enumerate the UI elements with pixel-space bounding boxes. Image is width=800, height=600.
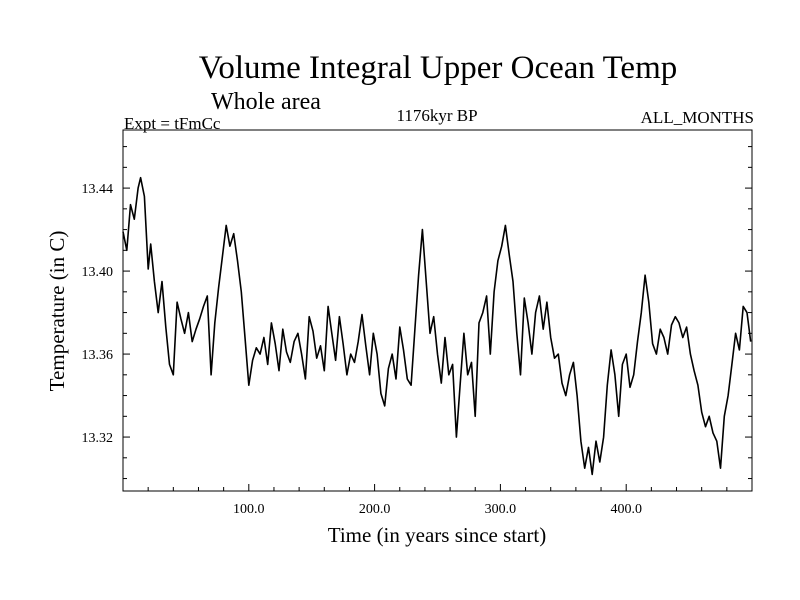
y-axis-ticks <box>123 146 752 480</box>
x-tick-label-2: 300.0 <box>485 502 517 517</box>
y-tick-label-0: 13.32 <box>82 431 114 446</box>
y-axis-tick-labels: 13.32 13.36 13.40 13.44 <box>82 182 114 446</box>
series-line <box>122 176 752 476</box>
x-axis-tick-labels: 100.0 200.0 300.0 400.0 <box>233 502 642 517</box>
x-tick-label-1: 200.0 <box>359 502 391 517</box>
months-label: ALL_MONTHS <box>641 108 754 127</box>
chart-title: Volume Integral Upper Ocean Temp <box>199 50 677 86</box>
period-label: 1176kyr BP <box>396 106 477 125</box>
y-tick-label-1: 13.36 <box>82 348 114 363</box>
x-tick-label-3: 400.0 <box>610 502 642 517</box>
chart-subtitle: Whole area <box>211 89 321 115</box>
y-axis-label: Temperature (in C) <box>45 231 69 392</box>
experiment-label: Expt = tFmCc <box>124 114 221 133</box>
y-tick-label-2: 13.40 <box>82 265 114 280</box>
plot-frame <box>122 129 753 492</box>
y-tick-label-3: 13.44 <box>82 182 114 197</box>
x-axis-ticks <box>147 484 728 491</box>
x-tick-label-0: 100.0 <box>233 502 265 517</box>
x-axis-label: Time (in years since start) <box>328 523 547 547</box>
